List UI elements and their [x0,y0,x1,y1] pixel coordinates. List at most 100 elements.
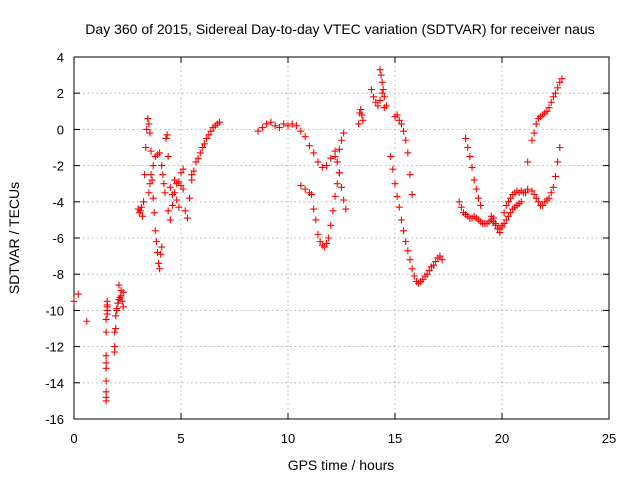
data-point [102,315,110,323]
data-point [545,104,553,112]
data-point [549,183,557,191]
data-point [333,158,341,166]
data-point [438,256,446,264]
data-point [102,359,110,367]
x-tick-label: 5 [177,431,184,446]
data-point [102,388,110,396]
data-point [146,180,154,188]
data-point [530,191,538,199]
data-point [74,290,82,298]
data-point [455,198,463,206]
data-point [504,198,512,206]
y-tick-label: -2 [52,159,64,174]
data-point [327,154,335,162]
data-point [547,98,555,106]
data-point [271,122,279,130]
data-point [489,218,497,226]
data-point [102,328,110,336]
data-point [157,250,165,258]
data-point [186,194,194,202]
data-point [331,153,339,161]
data-point [408,265,416,273]
data-point [70,297,78,305]
data-point [142,144,150,151]
data-point [378,89,386,97]
data-point [164,153,172,161]
x-axis-ticks: 0 5 10 15 20 25 [70,57,616,446]
chart-title: Day 360 of 2015, Sidereal Day-to-day VTE… [85,21,594,37]
data-point [179,185,187,193]
data-point [188,176,196,184]
data-point [301,185,309,193]
data-point [318,163,326,171]
data-point [190,167,198,175]
y-tick-label: -16 [45,412,64,427]
data-point [173,196,181,204]
data-point [254,127,262,135]
data-point [397,216,405,224]
data-point [171,176,179,184]
data-point [152,238,160,246]
data-point [500,209,508,217]
data-point [528,136,536,144]
data-point [395,116,403,124]
y-tick-label: -14 [45,376,64,391]
data-point [357,105,365,113]
data-point [342,205,350,213]
data-point [198,144,206,151]
data-point [338,136,345,144]
data-point [532,194,540,202]
data-point [400,127,408,135]
data-point [301,133,309,141]
data-point [146,129,154,137]
data-point [545,194,553,202]
data-point [144,115,152,123]
data-point [111,328,119,336]
data-point [338,183,345,191]
data-point [404,149,412,157]
y-tick-label: -4 [52,195,64,210]
data-point [457,203,465,211]
data-point [149,162,157,170]
x-tick-label: 0 [70,431,77,446]
data-point [293,122,301,130]
data-point [143,125,151,133]
data-point [115,281,123,289]
data-point [498,223,506,231]
data-point [556,144,564,151]
data-point [393,111,401,119]
data-point [150,209,158,217]
data-point [83,317,91,325]
data-point [389,165,397,173]
y-tick-label: -8 [52,267,64,282]
y-tick-label: 4 [57,50,64,65]
data-point [145,120,153,128]
data-point [558,75,566,83]
data-point [112,312,120,320]
data-point [470,176,478,184]
x-tick-label: 20 [495,431,509,446]
data-point [406,256,414,264]
data-point [117,286,125,294]
data-point [305,142,313,150]
data-point [377,71,385,79]
data-point [263,120,271,128]
data-point [502,216,510,224]
data-point [205,131,213,139]
data-point [177,182,185,190]
data-point [462,134,470,142]
data-point [464,144,472,151]
data-point [340,196,348,204]
data-point [297,182,305,190]
data-point [160,180,168,188]
data-point [177,169,185,177]
data-point [547,189,555,197]
data-point [532,120,540,128]
data-point [179,165,187,173]
data-point [370,93,378,101]
data-point [151,227,159,235]
data-point [500,220,508,228]
data-point [163,131,171,139]
data-point [156,149,164,157]
data-point [430,261,438,269]
